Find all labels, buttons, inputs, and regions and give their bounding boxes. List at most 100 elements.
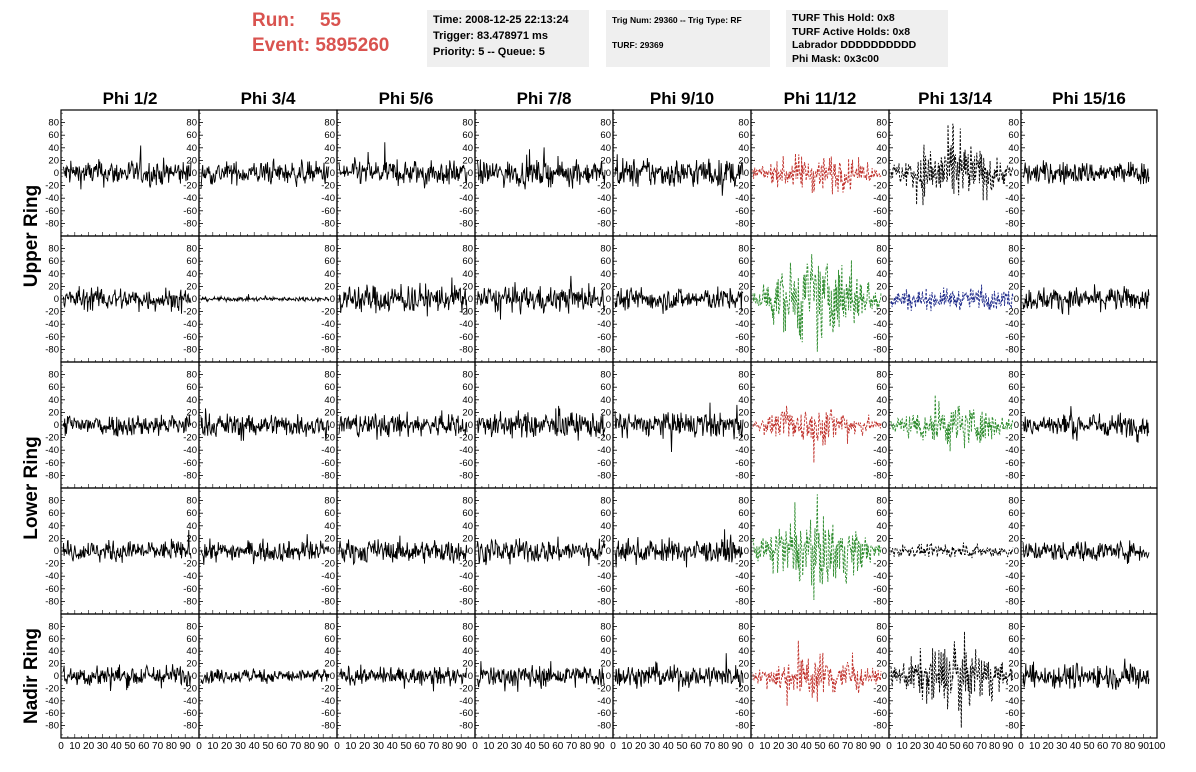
y-tick-label: -60 (459, 708, 473, 719)
x-tick-label: 40 (387, 741, 399, 752)
y-tick-label: -60 (597, 584, 611, 595)
y-tick-label: 40 (324, 143, 335, 154)
x-tick-label: 90 (318, 741, 330, 752)
y-tick-label: -60 (735, 206, 749, 217)
ring-label: Upper Ring (21, 185, 42, 287)
y-tick-label: 40 (1008, 395, 1019, 406)
y-tick-label: -80 (597, 218, 611, 229)
y-tick-label: -60 (321, 332, 335, 343)
event-value: 5895260 (315, 35, 390, 56)
y-tick-label: 0 (192, 546, 197, 557)
y-tick-label: 20 (1008, 155, 1019, 166)
y-tick-label: -80 (735, 721, 749, 732)
y-tick-label: 20 (462, 407, 473, 418)
y-tick-label: 40 (462, 646, 473, 657)
y-tick-label: -60 (459, 206, 473, 217)
y-tick-label: -60 (597, 206, 611, 217)
y-tick-label: -20 (1005, 181, 1019, 192)
x-tick-label: 10 (1029, 741, 1041, 752)
waveform-trace (338, 410, 468, 440)
y-tick-label: 80 (324, 244, 335, 255)
y-tick-label: 20 (324, 659, 335, 670)
y-tick-label: 80 (186, 244, 197, 255)
x-tick-label: 70 (1111, 741, 1123, 752)
waveform-trace (62, 529, 192, 563)
y-tick-label: -20 (321, 307, 335, 318)
y-tick-label: 60 (48, 256, 59, 267)
y-tick-label: 20 (462, 533, 473, 544)
y-tick-label: -60 (321, 206, 335, 217)
y-tick-label: 40 (876, 646, 887, 657)
x-tick-label: 60 (963, 741, 975, 752)
y-tick-label: -40 (873, 696, 887, 707)
y-tick-label: 0 (744, 168, 749, 179)
x-tick-label: 80 (718, 741, 730, 752)
waveform-trace (476, 275, 606, 320)
y-tick-label: 40 (324, 521, 335, 532)
y-tick-label: 40 (600, 269, 611, 280)
x-tick-label: 80 (1124, 741, 1136, 752)
event-label: Event: (252, 35, 311, 56)
waveform-trace (890, 631, 1014, 728)
y-tick-label: 60 (738, 130, 749, 141)
y-tick-label: -80 (873, 470, 887, 481)
waveform-trace (614, 154, 744, 196)
y-tick-label: -80 (321, 721, 335, 732)
y-tick-label: -20 (735, 181, 749, 192)
waveform-trace (477, 661, 606, 692)
phi-mask-text: Phi Mask: 0x3c00 (792, 52, 879, 65)
y-tick-label: 20 (738, 407, 749, 418)
y-tick-label: -40 (1005, 571, 1019, 582)
x-tick-label: 90 (456, 741, 468, 752)
y-tick-label: 60 (324, 508, 335, 519)
panel-frame (750, 235, 890, 363)
y-tick-label: 0 (882, 671, 887, 682)
y-tick-label: 40 (738, 521, 749, 532)
y-tick-label: -80 (45, 344, 59, 355)
y-tick-label: 40 (1008, 521, 1019, 532)
y-tick-label: -60 (45, 458, 59, 469)
time-text: Time: 2008-12-25 22:13:24 (433, 14, 569, 26)
y-tick-label: -20 (1005, 559, 1019, 570)
y-tick-label: -80 (735, 218, 749, 229)
y-tick-label: -60 (873, 458, 887, 469)
waveform-trace (338, 535, 468, 566)
y-tick-label: 40 (186, 143, 197, 154)
y-tick-label: 0 (744, 294, 749, 305)
x-tick-label: 0 (1018, 741, 1024, 752)
y-tick-label: 60 (738, 634, 749, 645)
y-tick-label: 40 (48, 646, 59, 657)
y-tick-label: 60 (876, 130, 887, 141)
y-tick-label: -60 (321, 584, 335, 595)
x-tick-label: 90 (594, 741, 606, 752)
y-tick-label: -40 (321, 696, 335, 707)
y-tick-label: 60 (738, 382, 749, 393)
y-tick-label: 60 (186, 130, 197, 141)
y-tick-label: -80 (1005, 596, 1019, 607)
waveform-trace (200, 294, 330, 304)
y-tick-label: 80 (48, 621, 59, 632)
y-tick-label: 80 (876, 118, 887, 129)
y-tick-label: -40 (321, 571, 335, 582)
y-tick-label: 60 (876, 634, 887, 645)
panel-frame (1020, 109, 1158, 237)
ring-label: Lower Ring (21, 436, 42, 539)
panel-frame (612, 487, 752, 615)
y-tick-label: -80 (1005, 344, 1019, 355)
y-tick-label: -60 (873, 584, 887, 595)
y-tick-label: 80 (600, 118, 611, 129)
y-tick-label: -80 (1005, 218, 1019, 229)
x-tick-label: 60 (828, 741, 840, 752)
y-tick-label: 80 (462, 621, 473, 632)
y-tick-label: 60 (1008, 508, 1019, 519)
